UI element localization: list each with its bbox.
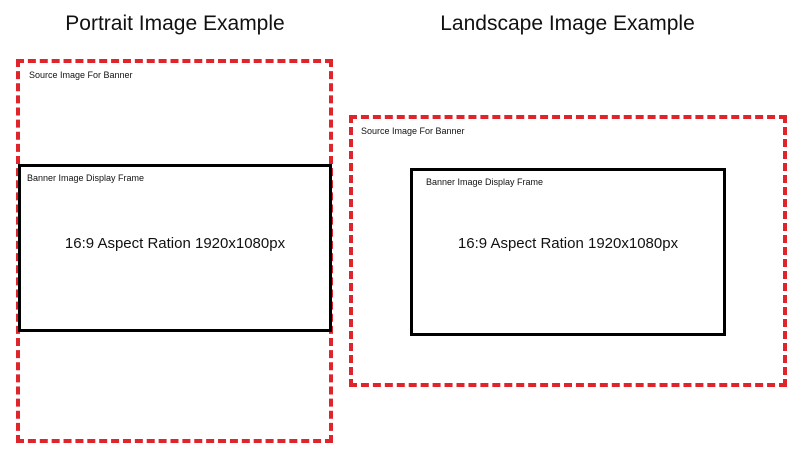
landscape-source-image-label: Source Image For Banner: [361, 126, 465, 136]
landscape-example-heading: Landscape Image Example: [440, 12, 695, 35]
portrait-banner-display-frame: [18, 164, 332, 332]
portrait-example-heading: Portrait Image Example: [65, 12, 285, 35]
landscape-source-image-frame: [349, 115, 787, 387]
portrait-aspect-ratio-text: 16:9 Aspect Ration 1920x1080px: [64, 235, 286, 252]
landscape-banner-display-frame: [410, 168, 726, 336]
portrait-source-image-label: Source Image For Banner: [29, 70, 133, 80]
landscape-aspect-ratio-text: 16:9 Aspect Ration 1920x1080px: [457, 235, 679, 252]
landscape-banner-display-label: Banner Image Display Frame: [426, 177, 544, 187]
portrait-banner-display-label: Banner Image Display Frame: [27, 173, 145, 183]
